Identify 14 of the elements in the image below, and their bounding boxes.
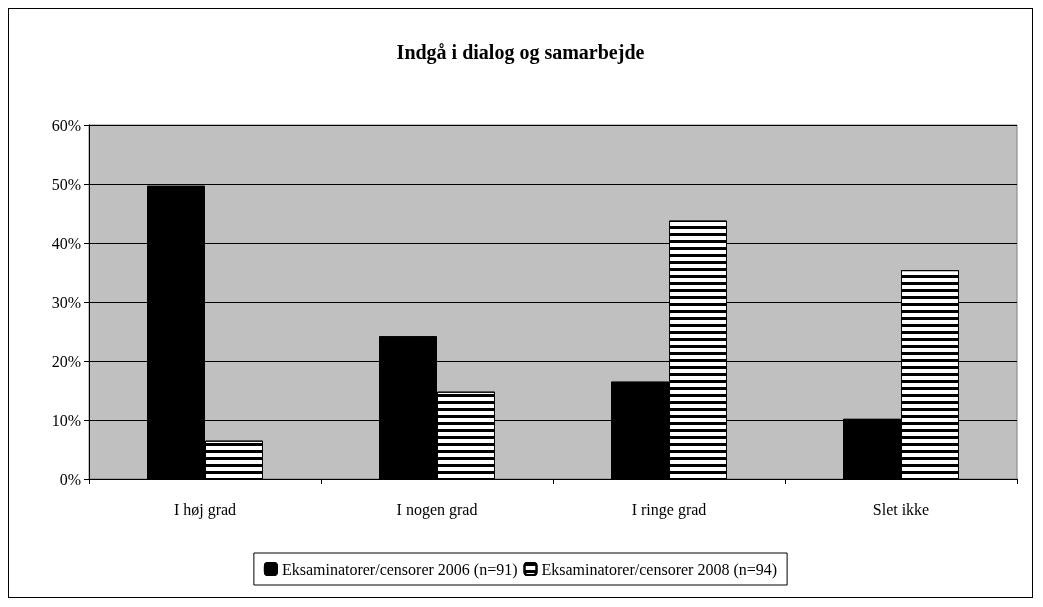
x-tick-label: I høj grad bbox=[173, 500, 237, 519]
x-tick-label: Slet ikke bbox=[872, 500, 930, 518]
y-tick-label: 20% bbox=[51, 352, 81, 370]
y-tick-label: 60% bbox=[51, 116, 81, 134]
y-tick-label: 0% bbox=[59, 470, 81, 488]
legend-label: Eksaminatorer/censorer 2008 (n=94) bbox=[541, 560, 778, 579]
legend-label: Eksaminatorer/censorer 2006 (n=91) bbox=[281, 560, 518, 579]
y-tick-label: 50% bbox=[51, 175, 81, 193]
x-tick-label: I ringe grad bbox=[631, 500, 707, 519]
y-tick-label: 10% bbox=[51, 411, 81, 429]
y-tick-label: 30% bbox=[51, 293, 81, 311]
y-tick-label: 40% bbox=[51, 234, 81, 252]
chart-title: Indgå i dialog og samarbejde bbox=[396, 41, 645, 64]
x-tick-label: I nogen grad bbox=[396, 500, 478, 519]
